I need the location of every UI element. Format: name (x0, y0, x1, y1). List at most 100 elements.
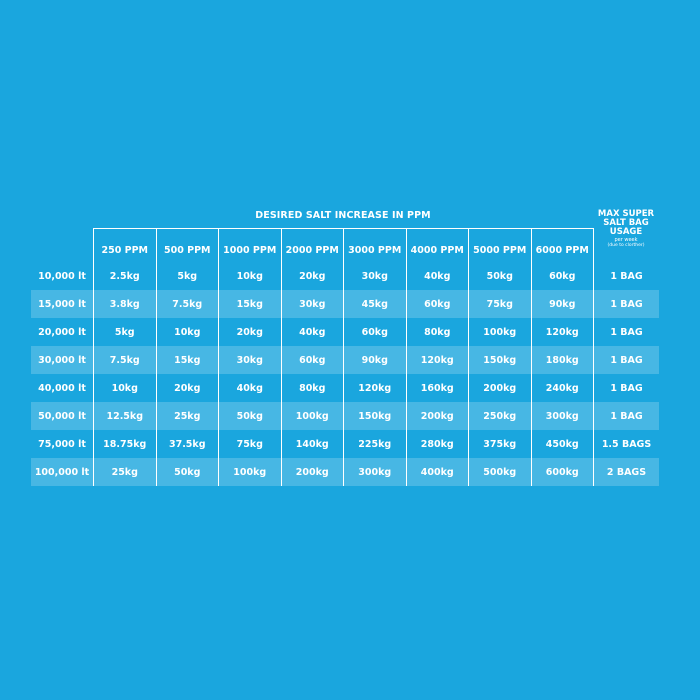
salt-amount-cell: 20kg (218, 318, 281, 346)
salt-amount-cell: 30kg (343, 262, 406, 290)
salt-amount-cell: 80kg (405, 318, 469, 346)
salt-amount-cell: 225kg (343, 430, 406, 458)
max-header-note1: per week (614, 237, 638, 243)
salt-amount-cell: 10kg (218, 262, 281, 290)
salt-amount-cell: 7.5kg (93, 346, 156, 374)
salt-amount-cell: 3.8kg (93, 290, 156, 318)
salt-amount-cell: 100kg (280, 402, 344, 430)
salt-amount-cell: 75kg (218, 430, 281, 458)
salt-amount-cell: 150kg (468, 346, 531, 374)
salt-amount-cell: 20kg (280, 262, 344, 290)
max-bag-usage-header: MAX SUPER SALT BAG USAGE per week (due t… (593, 210, 659, 249)
salt-amount-cell: 400kg (405, 458, 469, 486)
header-corner-cell (31, 228, 93, 262)
max-bag-cell: 1.5 BAGS (593, 430, 659, 458)
max-header-note2: (due to clorther) (607, 243, 645, 248)
volume-cell: 75,000 lt (38, 438, 86, 450)
salt-amount-cell: 10kg (155, 318, 219, 346)
table-grid: 250 PPM 500 PPM 1000 PPM 2000 PPM 3000 P… (31, 228, 659, 486)
column-header: 2000 PPM (280, 228, 343, 262)
salt-amount-cell: 300kg (530, 402, 594, 430)
volume-cell: 30,000 lt (38, 354, 86, 366)
salt-amount-cell: 15kg (218, 290, 281, 318)
salt-amount-cell: 50kg (218, 402, 281, 430)
salt-amount-cell: 20kg (155, 374, 219, 402)
column-header: 5000 PPM (468, 228, 531, 262)
salt-amount-cell: 37.5kg (155, 430, 219, 458)
salt-amount-cell: 240kg (530, 374, 594, 402)
volume-cell: 100,000 lt (34, 466, 90, 478)
column-header: 500 PPM (155, 228, 218, 262)
table-row: 20,000 lt 5kg 10kg 20kg 40kg 60kg 80kg 100kg 120… (31, 318, 659, 346)
salt-amount-cell: 150kg (343, 402, 406, 430)
salt-amount-cell: 25kg (93, 458, 156, 486)
salt-amount-cell: 75kg (468, 290, 531, 318)
salt-amount-cell: 50kg (155, 458, 219, 486)
salt-amount-cell: 7.5kg (155, 290, 219, 318)
table-row: 10,000 lt 2.5kg 5kg 10kg 20kg 30kg 40kg 50kg 60k… (31, 262, 659, 290)
table-row: 75,000 lt 18.75kg 37.5kg 75kg 140kg 225kg 280k… (31, 430, 659, 458)
salt-amount-cell: 120kg (405, 346, 469, 374)
column-header: 3000 PPM (343, 228, 406, 262)
salt-amount-cell: 60kg (343, 318, 406, 346)
salt-amount-cell: 45kg (343, 290, 406, 318)
salt-amount-cell: 300kg (343, 458, 406, 486)
salt-amount-cell: 200kg (468, 374, 531, 402)
salt-amount-cell: 100kg (218, 458, 281, 486)
salt-amount-cell: 120kg (343, 374, 406, 402)
salt-amount-cell: 18.75kg (93, 430, 156, 458)
volume-cell: 15,000 lt (38, 298, 86, 310)
salt-amount-cell: 50kg (468, 262, 531, 290)
max-bag-cell: 1 BAG (593, 402, 659, 430)
salt-amount-cell: 40kg (218, 374, 281, 402)
salt-amount-cell: 500kg (468, 458, 531, 486)
salt-amount-cell: 30kg (218, 346, 281, 374)
max-bag-cell: 1 BAG (593, 318, 659, 346)
salt-amount-cell: 12.5kg (93, 402, 156, 430)
table-row: 50,000 lt 12.5kg 25kg 50kg 100kg 150kg 200kg 25… (31, 402, 659, 430)
table-body: 10,000 lt 2.5kg 5kg 10kg 20kg 30kg 40kg 50kg 60k… (31, 262, 659, 486)
salt-amount-cell: 200kg (405, 402, 469, 430)
max-bag-cell: 2 BAGS (593, 458, 659, 486)
table-row: 40,000 lt 10kg 20kg 40kg 80kg 120kg 160kg 200kg… (31, 374, 659, 402)
salt-amount-cell: 15kg (155, 346, 219, 374)
salt-amount-cell: 140kg (280, 430, 344, 458)
salt-amount-cell: 90kg (530, 290, 594, 318)
salt-amount-cell: 60kg (530, 262, 594, 290)
salt-amount-cell: 200kg (280, 458, 344, 486)
salt-amount-cell: 2.5kg (93, 262, 156, 290)
salt-amount-cell: 180kg (530, 346, 594, 374)
max-header-line3: USAGE (609, 227, 643, 237)
salt-amount-cell: 25kg (155, 402, 219, 430)
salt-amount-cell: 375kg (468, 430, 531, 458)
salt-amount-cell: 90kg (343, 346, 406, 374)
volume-cell: 20,000 lt (38, 326, 86, 338)
max-bag-cell: 1 BAG (593, 290, 659, 318)
table-row: 30,000 lt 7.5kg 15kg 30kg 60kg 90kg 120kg 150kg… (31, 346, 659, 374)
salt-amount-cell: 120kg (530, 318, 594, 346)
salt-amount-cell: 5kg (93, 318, 156, 346)
salt-amount-cell: 600kg (530, 458, 594, 486)
max-header-line1: MAX SUPER (597, 209, 655, 219)
salt-amount-cell: 60kg (405, 290, 469, 318)
desired-salt-increase-header: DESIRED SALT INCREASE IN PPM (255, 210, 431, 221)
column-header: 4000 PPM (405, 228, 468, 262)
column-header: 6000 PPM (530, 228, 593, 262)
column-header: 250 PPM (93, 228, 156, 262)
max-bag-cell: 1 BAG (593, 262, 659, 290)
salt-amount-cell: 30kg (280, 290, 344, 318)
salt-amount-cell: 40kg (405, 262, 469, 290)
salt-amount-cell: 5kg (155, 262, 219, 290)
max-bag-cell: 1 BAG (593, 374, 659, 402)
volume-cell: 10,000 lt (38, 270, 86, 282)
salt-amount-cell: 60kg (280, 346, 344, 374)
table-row: 100,000 lt 25kg 50kg 100kg 200kg 300kg 400kg 50… (31, 458, 659, 486)
salt-amount-cell: 10kg (93, 374, 156, 402)
max-bag-cell: 1 BAG (593, 346, 659, 374)
volume-cell: 50,000 lt (38, 410, 86, 422)
volume-cell: 40,000 lt (38, 382, 86, 394)
salt-amount-cell: 450kg (530, 430, 594, 458)
salt-amount-cell: 160kg (405, 374, 469, 402)
column-header-row: 250 PPM 500 PPM 1000 PPM 2000 PPM 3000 P… (31, 228, 659, 262)
salt-amount-cell: 250kg (468, 402, 531, 430)
